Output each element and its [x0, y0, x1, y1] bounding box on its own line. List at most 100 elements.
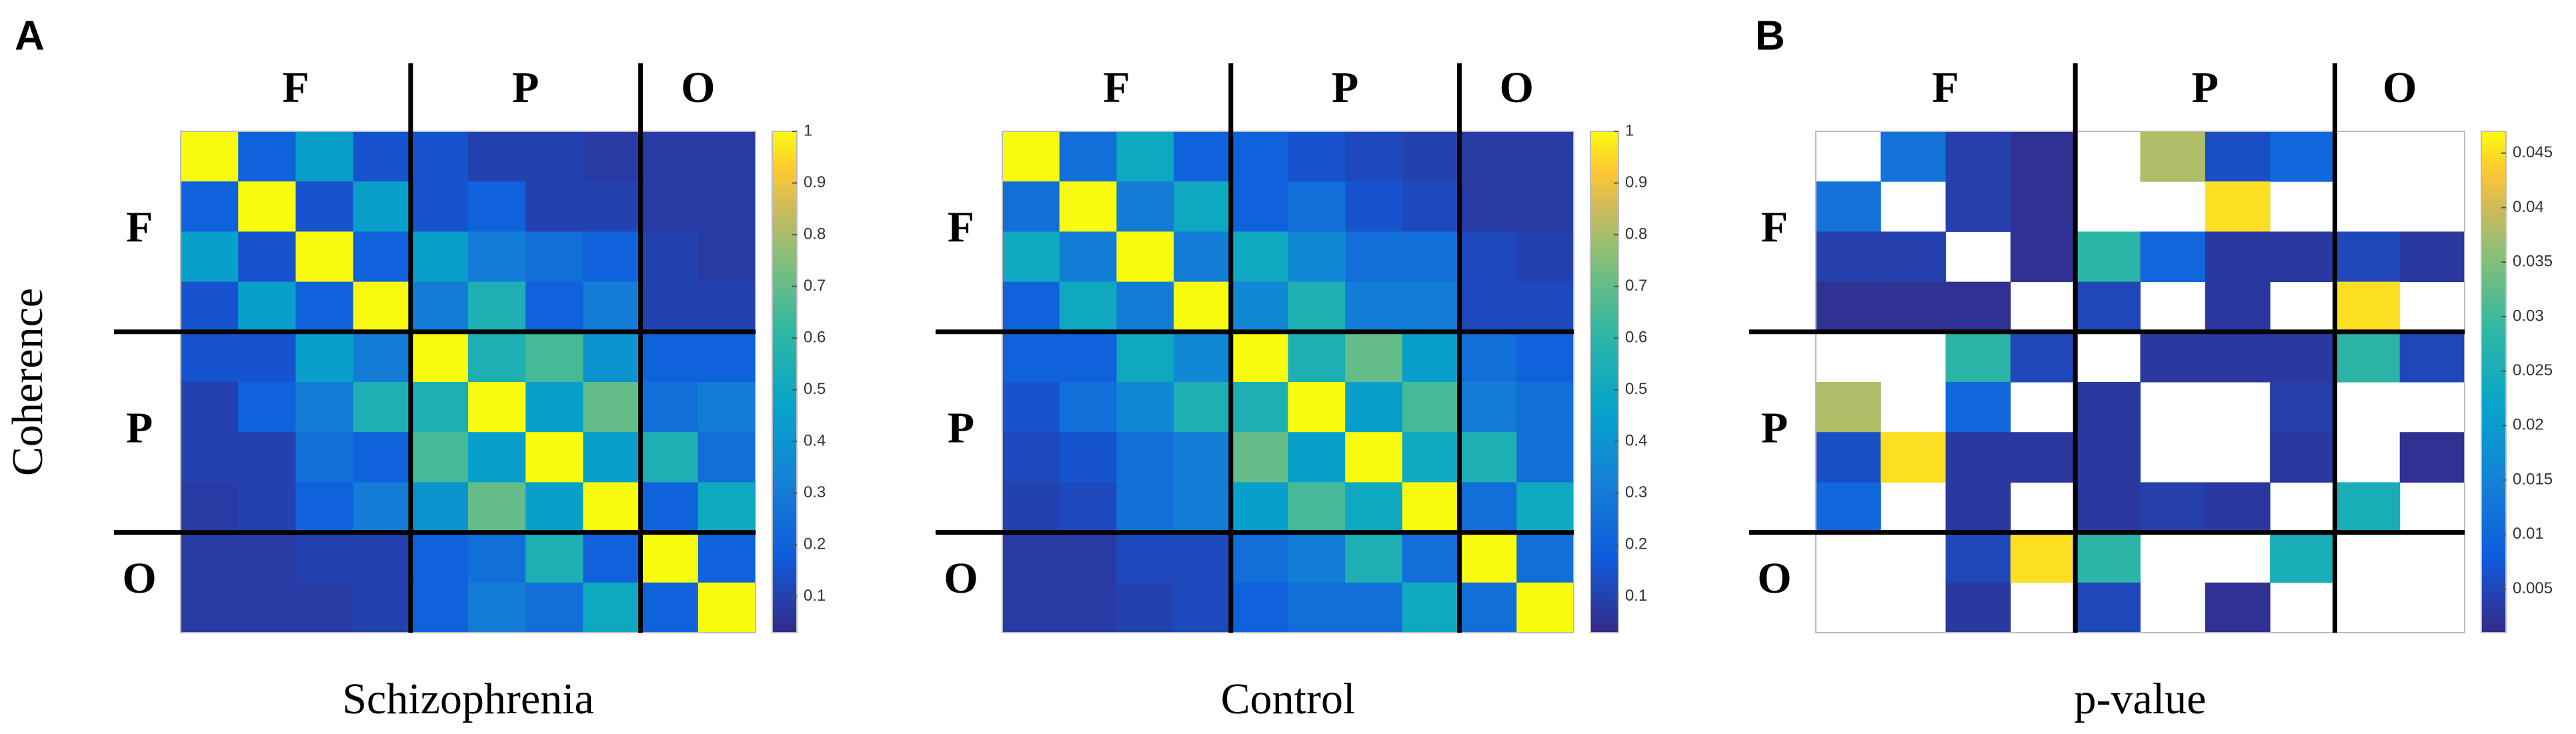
heatmap-cell [640, 532, 699, 583]
colorbar-tick-label: 0.4 [804, 431, 826, 449]
heatmap-cell [181, 532, 239, 583]
heatmap-cell [1002, 181, 1060, 232]
colorbar-tick-label: 0.3 [804, 483, 826, 501]
heatmap-cell [2010, 181, 2076, 232]
heatmap-cell [1059, 582, 1117, 633]
heatmap-cell [1345, 482, 1403, 533]
heatmap-cell [1402, 582, 1460, 633]
group-label: O [1500, 63, 1534, 112]
heatmap-cell [238, 281, 296, 333]
heatmap-cell [698, 382, 756, 433]
heatmap-cell [1816, 482, 1881, 533]
heatmap-cell [1059, 181, 1117, 232]
heatmap-cell [2140, 231, 2206, 283]
heatmap-cell [1880, 131, 1947, 182]
heatmap-cell [2335, 331, 2401, 383]
heatmap-cell [1230, 131, 1288, 182]
heatmap-cell [1345, 131, 1403, 182]
heatmap-cell [525, 131, 583, 182]
heatmap-cell [1059, 331, 1117, 383]
heatmap-cell [181, 582, 239, 633]
y-axis-label: Coherence [3, 288, 52, 476]
heatmap-cell [1402, 382, 1460, 433]
heatmap-cell [1174, 181, 1232, 232]
heatmap-cell [1230, 582, 1288, 633]
heatmap-cell [640, 482, 699, 533]
heatmap-cell [468, 131, 526, 182]
heatmap-cell [1459, 131, 1517, 182]
heatmap-cell [525, 181, 583, 232]
heatmap-cell [353, 382, 411, 433]
heatmap-cell [583, 281, 641, 333]
heatmap-cell [1516, 482, 1574, 533]
heatmap-cell [583, 532, 641, 583]
heatmap-cell [1116, 331, 1174, 383]
heatmap-cell [410, 131, 469, 182]
colorbar-tick-label: 0.7 [1625, 277, 1647, 295]
heatmap-cell [640, 181, 699, 232]
heatmap-cell [1288, 582, 1346, 633]
heatmap-cell [2205, 231, 2271, 283]
heatmap-cell [1516, 582, 1574, 633]
heatmap-cell [1174, 432, 1232, 483]
colorbar-tick-label: 0.01 [2513, 525, 2544, 543]
panel-label: A [15, 13, 45, 59]
heatmap-cell [238, 382, 296, 433]
heatmap-cell [1174, 582, 1232, 633]
group-label: O [122, 554, 156, 603]
colorbar [2481, 131, 2507, 633]
heatmap-cell [295, 432, 354, 483]
heatmap-cell [1230, 482, 1288, 533]
heatmap-cell [1230, 281, 1288, 333]
heatmap-cell [353, 432, 411, 483]
heatmap-cell [1516, 231, 1574, 283]
heatmap-cell [2270, 382, 2335, 433]
heatmap-cell [698, 482, 756, 533]
group-label: F [1103, 63, 1130, 112]
colorbar-tick-label: 0.9 [804, 173, 826, 191]
colorbar-tick-label: 0.2 [804, 535, 826, 553]
heatmap-cell [1174, 482, 1232, 533]
heatmap-cell [1459, 181, 1517, 232]
heatmap-cell [2010, 432, 2076, 483]
group-label: O [2383, 63, 2417, 112]
heatmap-cell [1288, 131, 1346, 182]
heatmap-cell [353, 582, 411, 633]
heatmap-cell [1880, 281, 1947, 333]
heatmap-cell [1402, 181, 1460, 232]
group-label: P [2192, 63, 2219, 112]
heatmap-cell [1459, 281, 1517, 333]
heatmap-cell [295, 382, 354, 433]
heatmap-cell [468, 432, 526, 483]
heatmap-cell [295, 281, 354, 333]
heatmap-cell [1174, 281, 1232, 333]
heatmap-cell [353, 482, 411, 533]
heatmap-cell [1230, 382, 1288, 433]
heatmap-cell [2205, 181, 2271, 232]
colorbar-tick-label: 0.4 [1625, 431, 1647, 449]
heatmap-cell [181, 231, 239, 283]
heatmap-cell [1002, 382, 1060, 433]
matrix-frame [1815, 131, 2465, 633]
colorbar-tick-label: 0.035 [2513, 253, 2553, 271]
heatmap-cell [1230, 532, 1288, 583]
heatmap-cell [525, 582, 583, 633]
heatmap-cell [525, 482, 583, 533]
heatmap-cell [1345, 432, 1403, 483]
heatmap-cell [1002, 532, 1060, 583]
heatmap-cell [238, 181, 296, 232]
heatmap-cell [468, 181, 526, 232]
heatmap-cell [238, 432, 296, 483]
heatmap-cell [1516, 432, 1574, 483]
heatmap-cell [1116, 231, 1174, 283]
heatmap-cell [1459, 331, 1517, 383]
group-label: F [948, 203, 974, 252]
heatmap-cell [1230, 331, 1288, 383]
heatmap-cell [181, 482, 239, 533]
colorbar [772, 131, 798, 633]
matrix-frame [180, 131, 756, 633]
heatmap-cell [295, 131, 354, 182]
heatmap-cell [1230, 181, 1288, 232]
heatmap-cell [1345, 382, 1403, 433]
heatmap-cell [1116, 281, 1174, 333]
